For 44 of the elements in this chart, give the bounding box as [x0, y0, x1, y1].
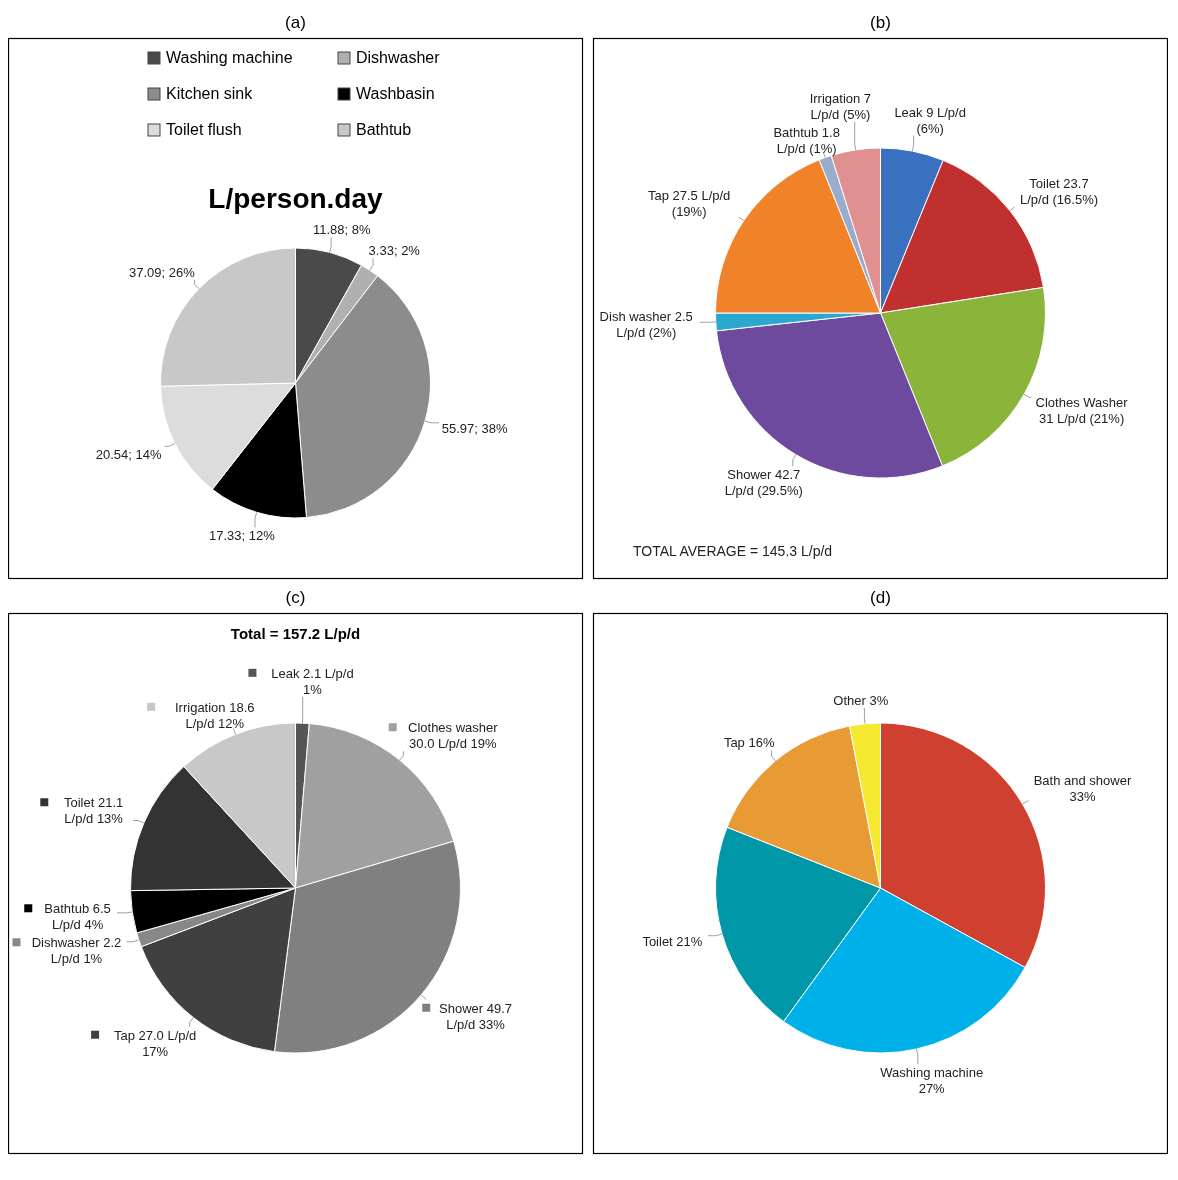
- slice-label: Tap 27.5 L/p/d (19%): [647, 187, 731, 219]
- text: Total = 157.2 L/p/d: [230, 625, 361, 642]
- data-label: 3.33; 2%: [368, 243, 421, 259]
- legend-label: Washbasin: [356, 85, 435, 102]
- legend-label: Dishwasher: [356, 49, 441, 66]
- data-label: 30.0 L/p/d 19%: [409, 736, 497, 752]
- slice-label: Other 3%: [833, 692, 889, 708]
- data-label: 20.54; 14%: [95, 447, 162, 463]
- data-label: 37.09; 26%: [128, 264, 196, 280]
- slice-label: Toilet 21%: [642, 933, 703, 949]
- legend-label: Washing machine: [166, 49, 293, 66]
- slice-label: Bath and shower: [1033, 772, 1132, 788]
- data-label: 31 L/p/d (21%): [1038, 411, 1125, 427]
- slice-label: Leak 9 L/p/d (6%): [894, 104, 966, 136]
- legend-label: Shower 49.7 L/p/d 33%: [439, 1000, 513, 1032]
- legend-label: Toilet flush: [166, 121, 242, 138]
- slice-label: Bathtub 1.8 L/p/d (1%): [773, 124, 840, 156]
- chart-title: (b): [870, 13, 891, 32]
- slice-label: Toilet 23.7 L/p/d (16.5%): [1019, 175, 1099, 207]
- legend-label: Dishwasher 2.2 L/p/d 1%: [31, 935, 122, 967]
- legend-label: Tap 27.0 L/p/d 17%: [113, 1027, 197, 1059]
- slice-label: Washing machine: [880, 1065, 984, 1081]
- legend-label: Leak 2.1 L/p/d 1%: [271, 665, 354, 697]
- text: TOTAL AVERAGE = 145.3 L/p/d: [633, 543, 833, 559]
- data-label: 17.33; 12%: [208, 528, 276, 544]
- slice-label: Clothes Washer: [1035, 395, 1129, 411]
- slice-label: Dish washer 2.5 L/p/d (2%): [599, 308, 693, 340]
- data-label: 11.88; 8%: [312, 222, 371, 238]
- slice-label: Shower 42.7 L/p/d (29.5%): [724, 467, 803, 499]
- chart-title: (c): [285, 588, 306, 607]
- legend-label: Irrigation 18.6 L/p/d 12%: [174, 699, 255, 731]
- text: L/person.day: [208, 183, 384, 214]
- legend-label: Bathtub: [356, 121, 412, 138]
- slice-label: Tap 16%: [723, 735, 775, 751]
- chart-title: (a): [285, 13, 306, 32]
- legend-label: Toilet 21.1 L/p/d 13%: [63, 795, 124, 827]
- slice-label: Irrigation 7 L/p/d (5%): [809, 90, 872, 122]
- legend-label: Clothes washer: [408, 720, 499, 736]
- chart-title: (d): [870, 588, 891, 607]
- data-label: 27%: [918, 1081, 946, 1097]
- legend-label: Bathtub 6.5 L/p/d 4%: [44, 901, 111, 933]
- data-label: 55.97; 38%: [441, 420, 508, 436]
- legend-label: Kitchen sink: [166, 85, 254, 102]
- data-label: 33%: [1069, 788, 1096, 804]
